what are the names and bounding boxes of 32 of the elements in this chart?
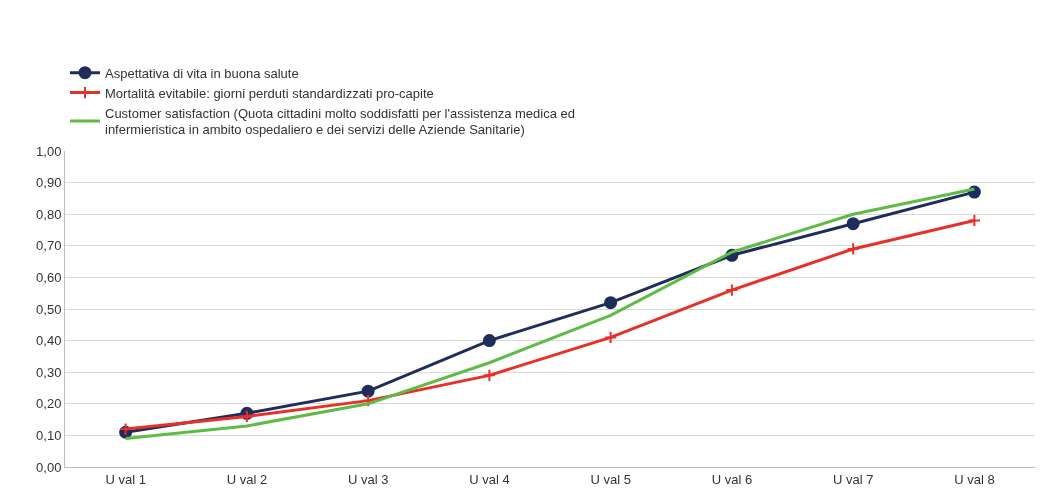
- x-tick-label: U val 2: [226, 471, 268, 487]
- point: [846, 242, 860, 256]
- point: [604, 296, 618, 310]
- point: [846, 217, 860, 231]
- point: [967, 213, 981, 228]
- y-tick-label: 0,60: [36, 269, 62, 285]
- point: [361, 384, 375, 398]
- x-tick-label: U val 8: [954, 471, 995, 487]
- x-tick-label: U val 7: [832, 471, 874, 487]
- y-tick-label: 0,20: [36, 396, 62, 412]
- x-tick-label: U val 5: [590, 471, 631, 487]
- x-tick-label: U val 1: [105, 471, 146, 487]
- point: [725, 283, 739, 297]
- y-tick-label: 0,70: [36, 238, 62, 254]
- y-tick-label: 0,50: [36, 301, 62, 317]
- y-tick-label: 1,00: [36, 143, 62, 159]
- x-tick-label: U val 6: [711, 471, 753, 487]
- point: [482, 368, 496, 382]
- legend-label: Aspettativa di vita in buona salute: [105, 65, 299, 81]
- y-tick-label: 0,10: [36, 427, 62, 443]
- y-tick-label: 0,00: [36, 459, 62, 475]
- y-tick-label: 0,90: [36, 175, 62, 191]
- legend-label: Customer satisfaction (Quota cittadini molto soddisfatti per l'assistenza medica ed infermieristica in ambito ospedaliero e dei servizi delle Aziende Sanitarie): [105, 105, 575, 138]
- y-tick-label: 0,40: [36, 333, 62, 349]
- point: [604, 330, 618, 345]
- y-tick-label: 0,80: [36, 206, 62, 222]
- point: [482, 334, 496, 348]
- y-tick-label: 0,30: [36, 364, 62, 380]
- x-tick-label: U val 3: [347, 471, 389, 487]
- point: [240, 409, 254, 424]
- x-tick-label: U val 4: [469, 471, 510, 487]
- legend-label: Mortalità evitabile: giorni perduti standardizzati pro-capite: [105, 85, 434, 101]
